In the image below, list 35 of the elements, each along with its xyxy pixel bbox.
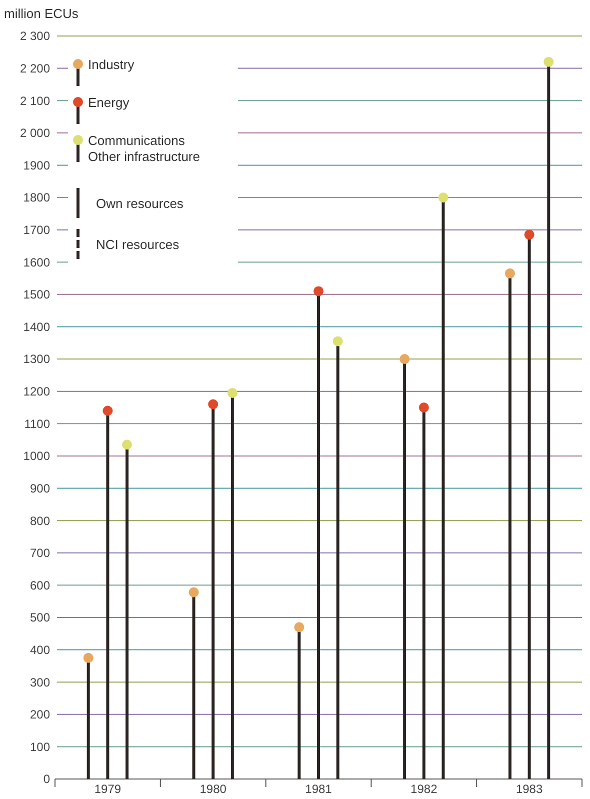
y-tick-label: 300 [30, 675, 50, 690]
y-tick-label: 1500 [23, 288, 50, 302]
y-tick-label: 1600 [23, 255, 50, 270]
annotation: NCI resources [96, 237, 180, 252]
y-tick-label: 2 000 [20, 126, 50, 140]
y-tick-label: 800 [30, 514, 50, 528]
y-tick-label: 700 [30, 546, 50, 560]
y-tick-label: 900 [30, 481, 50, 496]
legend-label: Energy [88, 95, 130, 110]
y-tick-label: 100 [30, 740, 50, 754]
y-tick-label: 2 300 [20, 29, 50, 44]
y-tick-label: 1300 [23, 352, 50, 366]
x-tick-label: 1980 [200, 782, 227, 796]
y-tick-label: 400 [30, 642, 50, 657]
y-tick-label: 1100 [24, 416, 50, 431]
y-tick-label: 0 [43, 772, 50, 786]
y-tick-label: 1000 [23, 449, 50, 464]
x-tick-label: 1982 [410, 782, 438, 796]
y-tick-label: 500 [30, 610, 50, 625]
y-tick-label: 1700 [23, 223, 50, 238]
legend-label: Communications Other infrastructure [88, 133, 200, 164]
y-tick-label: 1200 [23, 384, 50, 399]
x-tick-label: 1983 [516, 782, 543, 796]
legend-label: Industry [88, 57, 135, 72]
y-tick-label: 2 200 [20, 62, 50, 76]
x-tick-label: 1979 [94, 782, 122, 796]
y-tick-label: 1800 [23, 190, 50, 205]
y-tick-label: 600 [30, 578, 50, 592]
y-tick-label: 200 [30, 708, 50, 722]
y-tick-label: 2 100 [20, 94, 50, 108]
annotation: Own resources [96, 196, 184, 211]
y-tick-label: 1400 [23, 320, 50, 334]
y-axis-title: million ECUs [4, 6, 79, 21]
x-tick-label: 1981 [305, 782, 332, 796]
y-tick-label: 1900 [23, 158, 50, 172]
